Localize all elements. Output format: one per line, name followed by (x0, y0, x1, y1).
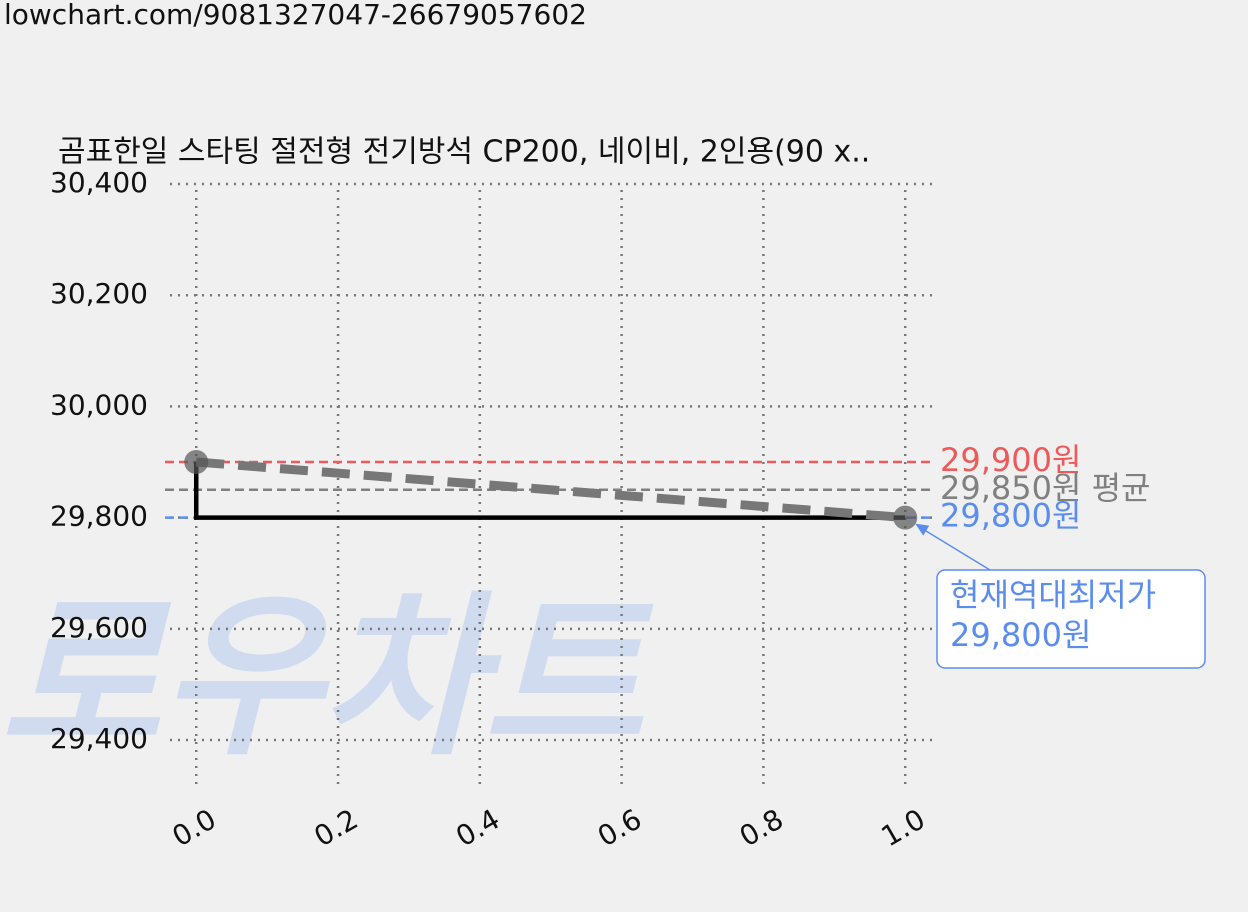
annotation-arrow (916, 524, 991, 571)
watermark: 로우차트 (0, 577, 654, 780)
annotation-box (936, 569, 1206, 669)
annotation-arrowhead (915, 523, 930, 536)
trend-line (195, 457, 906, 523)
reference-label: 29,900원 (940, 441, 1081, 479)
chart-title: 곰표한일 스타팅 절전형 전기방석 CP200, 네이비, 2인용(90 x.. (58, 135, 870, 170)
url: lowchart.com/9081327047-26679057602 (4, 0, 587, 31)
step-line (193, 462, 906, 520)
y-tick-label: 30,200 (50, 277, 148, 310)
y-tick-label: 30,000 (50, 388, 148, 421)
annotation-text: 현재역대최저가 (950, 576, 1156, 614)
point (184, 450, 209, 475)
y-tick-label: 29,600 (50, 611, 148, 644)
annotation-text: 29,800원 (950, 616, 1091, 654)
reference-label: 29,850원 평균 (940, 469, 1150, 507)
reference-label: 29,800원 (940, 497, 1081, 535)
y-tick-label: 30,400 (50, 166, 148, 199)
y-tick-label: 29,800 (50, 500, 148, 533)
point (893, 505, 918, 530)
y-tick-label: 29,400 (50, 722, 148, 755)
